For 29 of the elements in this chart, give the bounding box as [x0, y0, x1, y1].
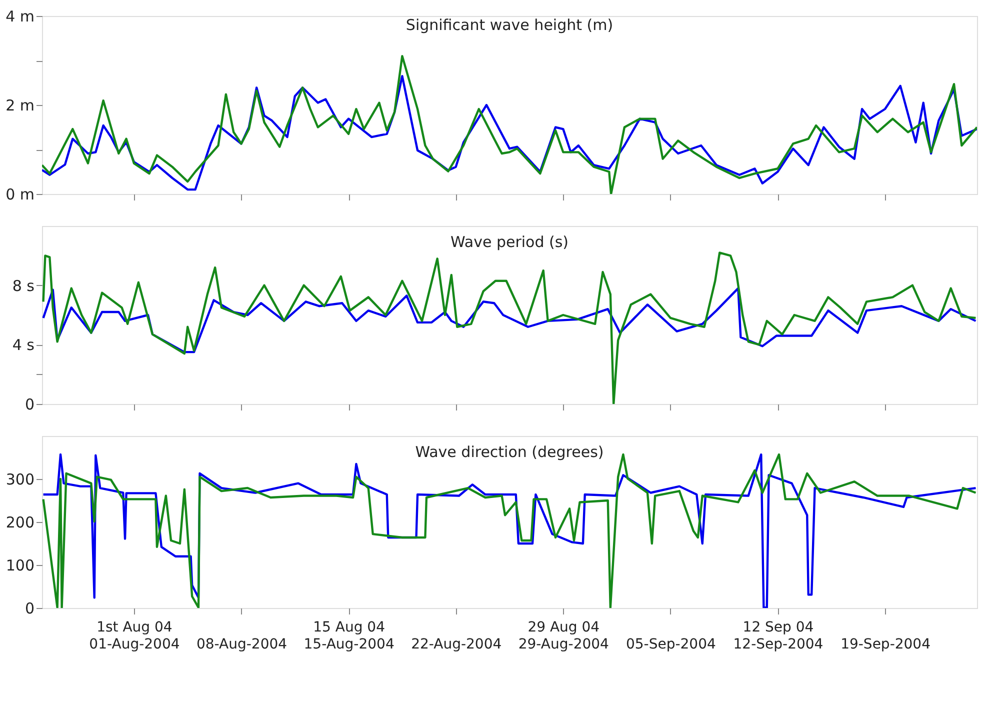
x-tick-label: 1st Aug 04 [96, 620, 172, 636]
chart-title: Significant wave height (m) [406, 16, 614, 34]
x-tick-label: 12 Sep 04 [742, 620, 814, 636]
line-series [42, 252, 977, 404]
y-tick-label: 0 m [6, 186, 34, 204]
x2-tick-label: 22-Aug-2004 [411, 636, 502, 652]
y-tick-label: 2 m [6, 96, 34, 114]
line-series [42, 287, 977, 354]
y-tick-label: 100 [6, 556, 34, 574]
text: Wave period (s) [450, 233, 569, 251]
x-tick-label: 29 Aug 04 [528, 620, 600, 636]
x-tick-label: 15 Aug 04 [313, 620, 386, 636]
x2-tick-label: 08-Aug-2004 [196, 636, 288, 652]
line-series [42, 54, 977, 194]
y-tick-label: 4 m [6, 8, 34, 26]
y-tick-label: 300 [6, 470, 34, 488]
y-tick-label: 200 [6, 514, 34, 532]
x2-tick-label: 05-Sep-2004 [626, 636, 716, 652]
y-tick-label: 8 s [12, 276, 35, 295]
x2-tick-label: 19-Sep-2004 [840, 636, 931, 652]
x2-tick-label: 01-Aug-2004 [89, 636, 180, 652]
x2-tick-label: 12-Sep-2004 [733, 636, 824, 652]
x2-tick-label: 15-Aug-2004 [304, 636, 394, 652]
x2-tick-label: 29-Aug-2004 [518, 636, 610, 652]
y-tick-label: 0 [24, 600, 34, 618]
y-tick-label: 4 s [12, 336, 35, 354]
line-series [42, 74, 977, 191]
text: Wave direction (degrees) [415, 443, 604, 461]
y-tick-label: 0 [24, 396, 34, 414]
